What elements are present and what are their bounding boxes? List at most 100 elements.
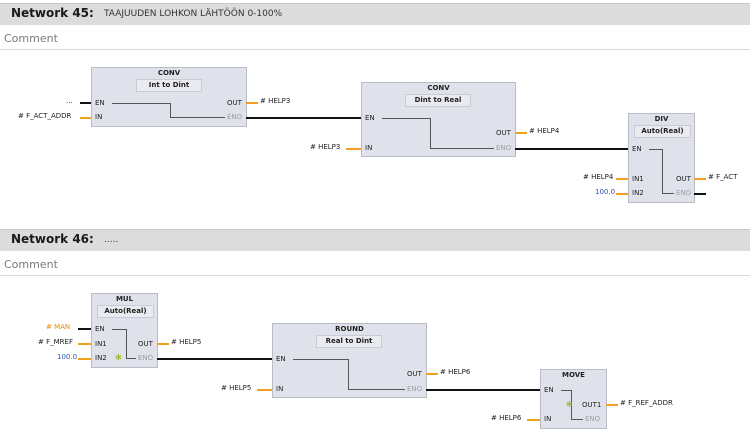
conv1-in-operand[interactable]: # F_ACT_ADDR xyxy=(18,112,72,120)
conv2-out-wire xyxy=(515,132,527,134)
div-in1-wire xyxy=(616,178,628,180)
block-title: DIV xyxy=(654,115,669,123)
div-eno-wire xyxy=(694,193,706,195)
internal-wire xyxy=(571,390,572,419)
round-in-wire xyxy=(257,389,272,391)
move-in-wire xyxy=(527,419,540,421)
mul-en-operand[interactable]: # MAN xyxy=(46,323,71,331)
conv-int-to-dint-block[interactable]: CONV Int to Dint EN IN OUT ENO xyxy=(91,67,247,127)
rung-wire xyxy=(515,148,628,150)
mul-out-operand[interactable]: # HELP5 xyxy=(171,338,202,346)
conv2-out-operand[interactable]: # HELP4 xyxy=(529,127,560,135)
conv1-en-wire xyxy=(80,102,91,104)
div-in1-operand[interactable]: # HELP4 xyxy=(583,173,614,181)
internal-wire xyxy=(170,117,225,118)
div-out-operand[interactable]: # F_ACT xyxy=(708,173,738,181)
block-type[interactable]: Dint to Real xyxy=(405,94,471,107)
round-block[interactable]: ROUND Real to Dint EN IN OUT ENO xyxy=(272,323,427,398)
network-45-comment[interactable]: Comment xyxy=(0,28,750,50)
network-45-description[interactable]: TAAJUUDEN LOHKON LÄHTÖÖN 0-100% xyxy=(104,9,283,19)
pin-in: IN xyxy=(276,385,284,393)
internal-wire xyxy=(662,193,674,194)
div-block[interactable]: DIV Auto(Real) EN IN1 IN2 OUT ENO xyxy=(628,113,695,203)
pin-out: OUT xyxy=(676,175,691,183)
pin-out: OUT xyxy=(407,370,422,378)
round-in-operand[interactable]: # HELP5 xyxy=(221,384,252,392)
internal-wire xyxy=(382,118,430,119)
rung-wire xyxy=(157,358,272,360)
div-in2-operand[interactable]: 100.0 xyxy=(595,188,616,196)
rung-wire xyxy=(246,117,361,119)
internal-wire xyxy=(170,103,171,117)
round-out-wire xyxy=(426,373,438,375)
status-marker-icon: ✻ xyxy=(566,400,573,409)
block-title: CONV xyxy=(157,69,181,77)
internal-wire xyxy=(348,359,349,389)
pin-in: IN xyxy=(544,415,552,423)
internal-wire xyxy=(662,149,663,193)
mul-block[interactable]: MUL Auto(Real) EN IN1 IN2 OUT ENO ✻ xyxy=(91,293,158,368)
internal-wire xyxy=(571,419,583,420)
mul-in2-wire xyxy=(78,358,91,360)
pin-out: OUT xyxy=(496,129,511,137)
pin-in: IN xyxy=(365,144,373,152)
conv1-en-operand[interactable]: ... xyxy=(66,97,73,105)
pin-en: EN xyxy=(365,114,375,122)
comment-label: Comment xyxy=(4,258,58,271)
internal-wire xyxy=(561,390,571,391)
internal-wire xyxy=(293,359,348,360)
block-type[interactable]: Int to Dint xyxy=(136,79,202,92)
block-type[interactable]: Auto(Real) xyxy=(634,125,691,138)
pin-out: OUT xyxy=(138,340,153,348)
network-46-comment[interactable]: Comment xyxy=(0,254,750,276)
pin-en: EN xyxy=(95,325,105,333)
pin-out1: OUT1 xyxy=(582,401,602,409)
status-marker-icon: ✻ xyxy=(115,353,122,362)
pin-eno: ENO xyxy=(138,354,154,362)
mul-out-wire xyxy=(157,343,169,345)
pin-in1: IN1 xyxy=(95,340,107,348)
block-title: CONV xyxy=(427,84,450,92)
conv2-in-operand[interactable]: # HELP3 xyxy=(310,143,341,151)
pin-eno: ENO xyxy=(676,189,692,197)
internal-wire xyxy=(649,149,662,150)
block-type[interactable]: Real to Dint xyxy=(316,335,382,348)
network-46-title: Network 46: xyxy=(11,232,94,246)
conv1-out-wire xyxy=(246,102,258,104)
pin-en: EN xyxy=(276,355,286,363)
block-title: MOVE xyxy=(562,371,585,379)
div-out-wire xyxy=(694,178,706,180)
internal-wire xyxy=(430,148,494,149)
move-out-operand[interactable]: # F_REF_ADDR xyxy=(620,399,673,407)
pin-en: EN xyxy=(632,145,642,153)
internal-wire xyxy=(430,118,431,148)
conv1-in-wire xyxy=(80,117,91,119)
move-block[interactable]: MOVE EN IN OUT1 ENO ✻ xyxy=(540,369,607,429)
pin-eno: ENO xyxy=(407,385,423,393)
conv-dint-to-real-block[interactable]: CONV Dint to Real EN IN OUT ENO xyxy=(361,82,516,157)
pin-en: EN xyxy=(95,99,105,107)
comment-label: Comment xyxy=(4,32,58,45)
mul-in1-wire xyxy=(78,343,91,345)
mul-in2-operand[interactable]: 100.0 xyxy=(57,353,78,361)
round-out-operand[interactable]: # HELP6 xyxy=(440,368,471,376)
internal-wire xyxy=(126,329,127,358)
network-46-description[interactable]: ..... xyxy=(104,235,119,245)
block-type[interactable]: Auto(Real) xyxy=(97,305,154,318)
internal-wire xyxy=(348,389,405,390)
network-46-header[interactable]: Network 46: ..... xyxy=(0,229,750,251)
internal-wire xyxy=(112,329,126,330)
move-in-operand[interactable]: # HELP6 xyxy=(491,414,522,422)
pin-in1: IN1 xyxy=(632,175,644,183)
conv1-out-operand[interactable]: # HELP3 xyxy=(260,97,291,105)
internal-wire xyxy=(112,103,170,104)
div-in2-wire xyxy=(616,193,628,195)
pin-in2: IN2 xyxy=(95,354,107,362)
pin-in2: IN2 xyxy=(632,189,644,197)
mul-in1-operand[interactable]: # F_MREF xyxy=(38,338,73,346)
move-out-wire xyxy=(606,404,618,406)
pin-en: EN xyxy=(544,386,554,394)
block-title: MUL xyxy=(115,295,134,303)
rung-wire xyxy=(426,389,540,391)
network-45-header[interactable]: Network 45: TAAJUUDEN LOHKON LÄHTÖÖN 0-1… xyxy=(0,3,750,25)
